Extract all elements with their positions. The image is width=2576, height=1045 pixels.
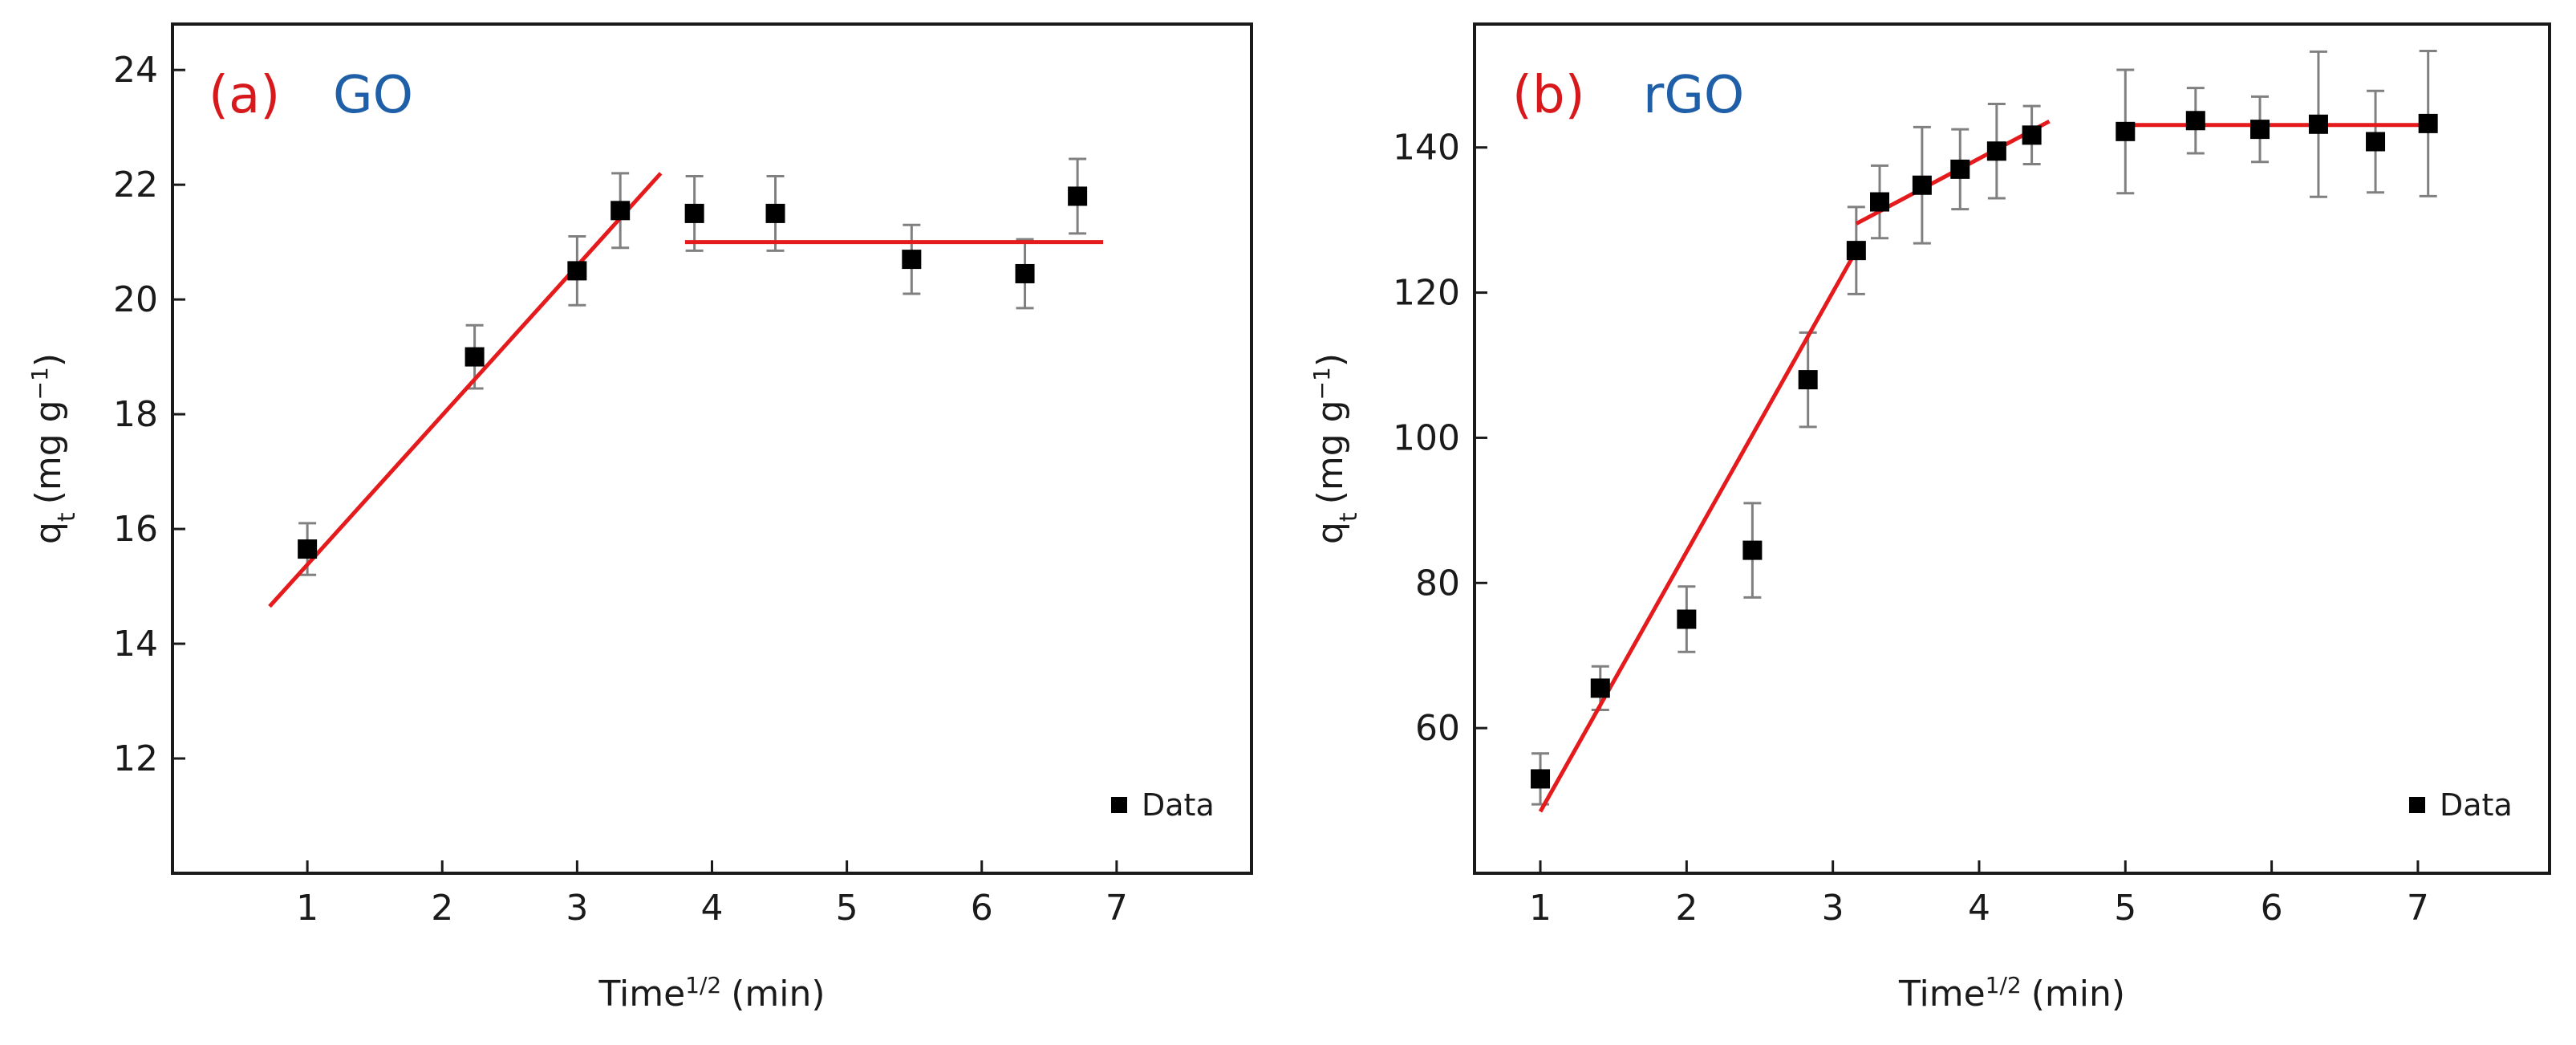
x-tick-label: 3 xyxy=(566,888,588,929)
x-axis-label-main: Time xyxy=(598,974,685,1015)
data-point xyxy=(1798,370,1818,390)
x-axis-label-unit: (min) xyxy=(2031,974,2125,1015)
x-tick-label: 1 xyxy=(296,888,318,929)
data-point xyxy=(611,201,631,221)
y-tick-label: 80 xyxy=(1415,563,1460,604)
y-tick-label: 16 xyxy=(113,509,158,550)
y-axis-label-unit-pre: (mg g xyxy=(28,400,69,504)
y-tick-label: 24 xyxy=(113,50,158,91)
x-axis-label-unit: (min) xyxy=(731,974,825,1015)
x-axis-label-sup: 1/2 xyxy=(1986,972,2022,998)
x-tick-label: 3 xyxy=(1822,888,1844,929)
panel-b: 1 2 3 4 5 6 7 60 80 100 120 140 Time1/2 (min) qt (mg g−… xyxy=(1308,22,2551,1015)
y-tick-label: 140 xyxy=(1393,128,1460,169)
x-tick-label: 6 xyxy=(2261,888,2283,929)
x-tick-label: 2 xyxy=(1675,888,1698,929)
x-tick-label: 7 xyxy=(1105,888,1128,929)
y-tick-label: 100 xyxy=(1393,417,1460,458)
plot-frame xyxy=(1473,22,2551,875)
x-tick-label: 4 xyxy=(1968,888,1990,929)
y-axis-label-unit-pre: (mg g xyxy=(1310,400,1351,504)
data-point xyxy=(1015,263,1035,283)
y-tick-label: 12 xyxy=(113,738,158,779)
x-tick-label: 4 xyxy=(701,888,724,929)
data-point xyxy=(1986,141,2006,161)
y-tick-label: 20 xyxy=(113,279,158,320)
x-tick-label: 5 xyxy=(836,888,858,929)
data-point xyxy=(2250,120,2270,140)
legend-label: Data xyxy=(2440,787,2513,823)
panel-title: rGO xyxy=(1643,66,1744,125)
panel-letter: (a) xyxy=(209,66,280,125)
data-point xyxy=(1590,678,1610,698)
x-axis-label-sup: 1/2 xyxy=(685,972,721,998)
panel-title: GO xyxy=(333,66,413,125)
y-tick-label: 22 xyxy=(113,165,158,205)
data-point xyxy=(1742,540,1763,560)
data-point xyxy=(2116,121,2136,141)
y-axis-label-unit-post: ) xyxy=(1310,353,1351,367)
data-point xyxy=(1068,186,1088,206)
y-axis-label-sub: t xyxy=(1335,512,1363,522)
y-tick-label: 60 xyxy=(1415,708,1460,749)
x-tick-label: 1 xyxy=(1529,888,1552,929)
y-axis-label: qt (mg g−1) xyxy=(26,353,81,544)
y-axis-label-sub: t xyxy=(53,512,81,522)
data-point xyxy=(298,539,318,559)
data-point xyxy=(1677,609,1697,629)
plot-frame xyxy=(171,22,1253,875)
x-tick-label: 6 xyxy=(971,888,993,929)
data-point xyxy=(2366,132,2386,152)
data-point xyxy=(567,261,587,281)
data-point xyxy=(765,203,785,223)
x-axis-label: Time1/2 (min) xyxy=(1898,972,2125,1015)
data-point xyxy=(684,203,704,223)
fit-line xyxy=(268,172,663,608)
data-point xyxy=(1531,769,1551,789)
y-axis-label-main: q xyxy=(1310,522,1351,544)
data-point xyxy=(1870,192,1890,212)
y-axis-label-unit-sup: −1 xyxy=(26,367,53,400)
data-point xyxy=(1950,159,1970,179)
x-tick-label: 7 xyxy=(2407,888,2429,929)
data-point xyxy=(1912,175,1932,195)
y-tick-label: 120 xyxy=(1393,273,1460,314)
y-axis-label-unit-sup: −1 xyxy=(1308,367,1335,400)
data-point xyxy=(2185,111,2205,131)
x-tick-label: 2 xyxy=(431,888,453,929)
x-tick-label: 5 xyxy=(2114,888,2136,929)
fit-line xyxy=(1538,249,1859,813)
y-axis-label-main: q xyxy=(28,522,69,544)
legend-marker xyxy=(1111,797,1127,813)
y-tick-label: 18 xyxy=(113,394,158,435)
data-point xyxy=(902,250,922,270)
y-tick-label: 14 xyxy=(113,624,158,665)
x-axis-label: Time1/2 (min) xyxy=(598,972,825,1015)
data-point xyxy=(1846,241,1866,261)
y-axis-label-unit-post: ) xyxy=(28,353,69,367)
x-axis-label-main: Time xyxy=(1898,974,1986,1015)
panel-letter: (b) xyxy=(1512,66,1585,125)
data-point xyxy=(464,347,485,367)
data-point xyxy=(2308,114,2328,134)
y-axis-label: qt (mg g−1) xyxy=(1308,353,1363,544)
data-point xyxy=(2022,125,2042,145)
legend-marker xyxy=(2409,797,2425,813)
data-point xyxy=(2418,113,2438,133)
legend-label: Data xyxy=(1142,787,1215,823)
